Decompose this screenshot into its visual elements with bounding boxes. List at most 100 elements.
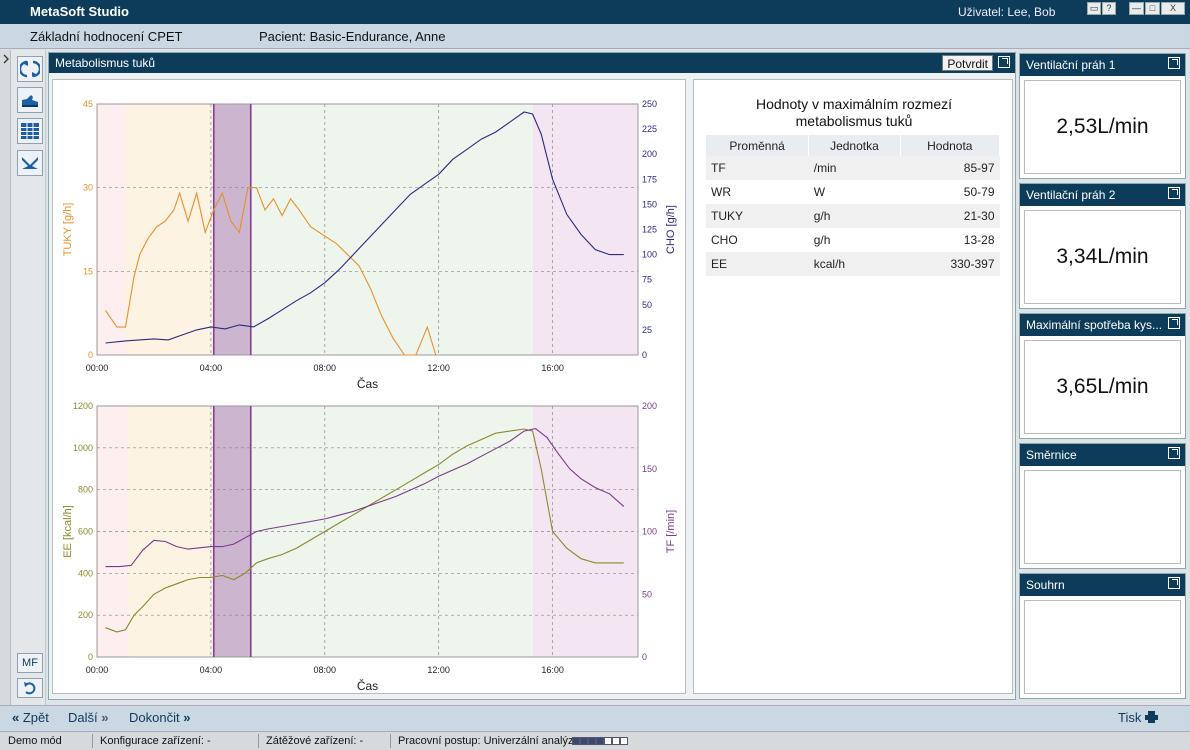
expand-icon[interactable] [1168,577,1180,589]
side-panel-title: Ventilační práh 2 [1026,188,1116,202]
y-left-tick-label: 400 [78,568,93,578]
side-panel-header: Ventilační práh 1 [1020,54,1185,76]
undo-button[interactable] [17,678,43,698]
exercise-button[interactable] [17,87,43,113]
side-panel: Souhrn [1019,573,1186,699]
minimize-button[interactable]: — [1129,2,1144,15]
expand-icon[interactable] [1168,317,1180,329]
confirm-button[interactable]: Potvrdit [942,55,993,71]
y-right-axis-label: CHO [g/h] [665,205,677,254]
x-tick-label: 00:00 [86,665,109,675]
print-label: Tisk [1118,710,1142,725]
side-panel-value [1024,600,1181,694]
y-left-axis-label: EE [kcal/h] [62,505,74,558]
y-right-tick-label: 75 [642,275,652,285]
expand-icon[interactable] [1168,57,1180,69]
y-right-tick-label: 25 [642,325,652,335]
y-left-tick-label: 1200 [73,401,93,411]
progress-dot [604,737,612,745]
y-right-tick-label: 150 [642,464,657,474]
y-right-tick-label: 0 [642,652,647,662]
x-tick-label: 04:00 [200,363,223,373]
x-tick-label: 12:00 [427,363,450,373]
user-label: Uživatel: Lee, Bob [958,5,1056,19]
side-panel: Směrnice [1019,443,1186,569]
mode-status: Demo mód [8,735,62,747]
y-left-tick-label: 200 [78,610,93,620]
max-values-box: Hodnoty v maximálním rozmezí metabolismu… [693,79,1013,694]
col-value[interactable]: Hodnota [900,135,1001,156]
y-right-tick-label: 125 [642,225,657,235]
table-title-line2: metabolismus tuků [795,113,913,129]
expand-icon[interactable] [998,56,1010,68]
mf-button[interactable]: MF [17,653,43,673]
side-panel-title: Ventilační práh 1 [1026,58,1116,72]
load-status: Zátěžové zařízení: - [266,735,364,747]
plot-frame [96,103,639,356]
unit-cell: g/h [813,233,831,247]
table-row: TUKY g/h 21-30 [706,204,1000,228]
series-line [105,111,624,344]
close-button[interactable]: X [1161,2,1185,15]
back-button[interactable]: « Zpět [12,710,49,725]
finish-button[interactable]: Dokončit » [129,710,191,725]
app-title: MetaSoft Studio [30,4,129,19]
expand-icon[interactable] [1168,447,1180,459]
y-left-tick-label: 0 [88,652,93,662]
table-row: TF/min 85-97 [706,156,1000,180]
value-cell: 13-28 [963,233,995,247]
y-right-tick-label: 250 [642,99,657,109]
table-row: EE kcal/h 330-397 [706,252,1000,276]
status-separator [258,734,259,748]
maximize-button[interactable]: □ [1145,2,1160,15]
table-row: CHO g/h 13-28 [706,228,1000,252]
x-axis-label: Čas [357,678,378,690]
y-left-tick-label: 30 [83,183,93,193]
values-table: Proměnná Jednotka Hodnota TF/min 85-97 WR W… [706,135,1001,276]
progress-dot [620,737,628,745]
print-button[interactable]: Tisk [1118,710,1158,725]
y-right-tick-label: 200 [642,149,657,159]
x-axis-label: Čas [357,376,378,388]
status-bar: Demo mód Konfigurace zařízení: - Zátěžov… [0,731,1190,750]
progress-dot [588,737,596,745]
fat-cho-chart: 00:00 04:00 08:00 12:00 16:00 0 15 30 45 0 25 50 75 1… [62,99,677,388]
info-bar: Základní hodnocení CPET Pacient: Basic-E… [0,24,1190,49]
x-tick-label: 04:00 [200,665,223,675]
x-tick-label: 16:00 [541,363,564,373]
side-panel: Ventilační práh 2 3,34L/min [1019,183,1186,309]
help-button[interactable]: ? [1102,2,1116,15]
left-toolbar: MF [0,50,46,705]
table-title-line1: Hodnoty v maximálním rozmezí [755,96,953,112]
plot-frame [96,405,639,658]
cut-button[interactable] [17,150,43,176]
collapse-strip[interactable] [0,50,11,705]
y-right-tick-label: 175 [642,174,657,184]
col-unit[interactable]: Jednotka [808,135,901,156]
value-cell: 21-30 [900,204,1000,228]
progress-dot [612,737,620,745]
printer-icon [1144,711,1158,723]
expand-icon[interactable] [1168,187,1180,199]
table-row: WR W 50-79 [706,180,1000,204]
table-view-button[interactable] [17,118,43,144]
col-variable[interactable]: Proměnná [706,135,810,156]
zone-band [532,104,638,355]
status-separator [390,734,391,748]
y-left-tick-label: 600 [78,527,93,537]
scissors-icon [22,157,38,169]
value-cell: 85-97 [900,156,1000,180]
side-panel-value [1024,470,1181,564]
next-button[interactable]: Další » [68,710,109,725]
grid-icon [21,123,39,139]
y-right-tick-label: 0 [642,350,647,360]
layout-window-button[interactable]: ▭ [1087,2,1101,15]
test-name: Základní hodnocení CPET [30,29,183,44]
y-right-tick-label: 225 [642,124,657,134]
panel-title: Metabolismus tuků [55,56,156,70]
y-left-tick-label: 1000 [73,443,93,453]
refresh-button[interactable] [17,56,43,82]
y-right-tick-label: 100 [642,527,657,537]
value-cell: 50-79 [963,185,995,199]
variable-cell: EE [706,252,809,276]
